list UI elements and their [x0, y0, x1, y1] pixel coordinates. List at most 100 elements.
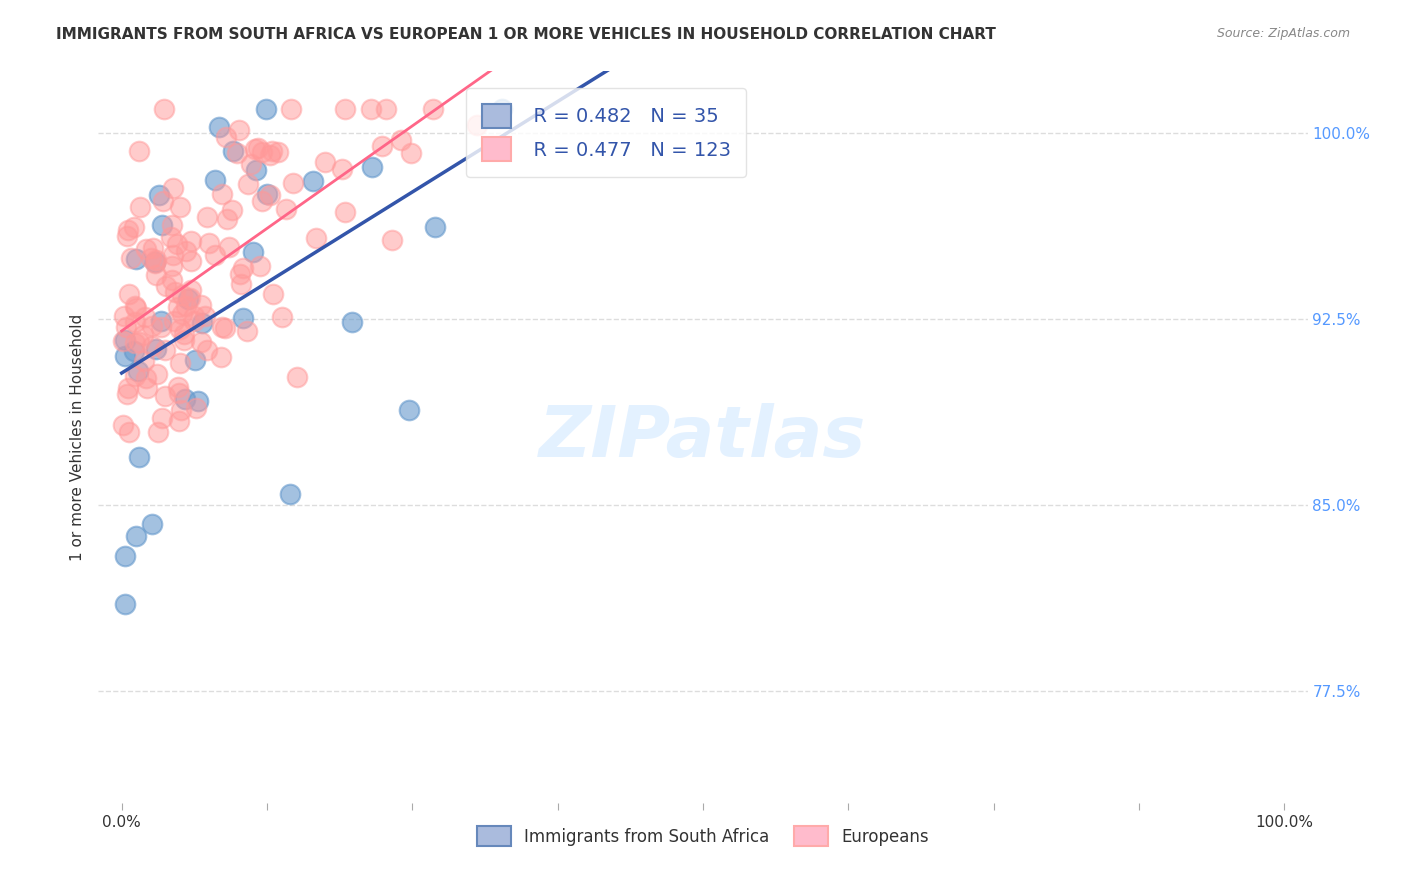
Point	[330, 161, 353, 176]
Point	[122, 344, 145, 359]
Point	[197, 236, 219, 251]
Point	[174, 392, 197, 407]
Point	[152, 194, 174, 209]
Point	[124, 315, 146, 329]
Point	[160, 273, 183, 287]
Point	[125, 301, 148, 316]
Point	[314, 154, 336, 169]
Point	[150, 313, 173, 327]
Point	[209, 350, 232, 364]
Point	[170, 402, 193, 417]
Point	[134, 310, 156, 324]
Point	[179, 291, 201, 305]
Point	[111, 334, 134, 349]
Point	[139, 251, 162, 265]
Point	[167, 414, 190, 428]
Point	[280, 487, 302, 501]
Point	[190, 298, 212, 312]
Point	[281, 176, 304, 190]
Point	[128, 450, 150, 465]
Point	[142, 241, 165, 255]
Point	[160, 219, 183, 233]
Point	[371, 139, 394, 153]
Point	[167, 386, 190, 401]
Point	[124, 336, 146, 351]
Point	[128, 144, 150, 158]
Point	[259, 188, 281, 202]
Point	[141, 339, 163, 353]
Point	[166, 300, 188, 314]
Point	[183, 309, 205, 323]
Point	[180, 254, 202, 268]
Point	[169, 200, 191, 214]
Point	[114, 333, 136, 347]
Point	[125, 252, 148, 266]
Point	[165, 285, 187, 300]
Point	[217, 212, 239, 227]
Point	[141, 517, 163, 532]
Point	[236, 324, 259, 338]
Point	[301, 174, 323, 188]
Point	[153, 102, 176, 116]
Y-axis label: 1 or more Vehicles in Household: 1 or more Vehicles in Household	[69, 313, 84, 561]
Point	[170, 307, 193, 321]
Point	[146, 425, 169, 439]
Point	[236, 177, 259, 191]
Point	[117, 425, 139, 440]
Point	[231, 310, 253, 325]
Point	[360, 102, 382, 116]
Point	[124, 299, 146, 313]
Point	[252, 194, 274, 208]
Point	[183, 314, 205, 328]
Point	[225, 145, 247, 160]
Point	[127, 364, 149, 378]
Legend: Immigrants from South Africa, Europeans: Immigrants from South Africa, Europeans	[471, 820, 935, 853]
Point	[162, 181, 184, 195]
Point	[176, 300, 198, 314]
Point	[150, 410, 173, 425]
Point	[115, 229, 138, 244]
Point	[162, 260, 184, 274]
Point	[389, 133, 412, 147]
Point	[221, 203, 243, 218]
Point	[195, 210, 218, 224]
Point	[145, 268, 167, 283]
Point	[114, 319, 136, 334]
Point	[135, 242, 157, 256]
Point	[184, 352, 207, 367]
Point	[180, 283, 202, 297]
Point	[204, 248, 226, 262]
Point	[333, 102, 356, 116]
Point	[145, 368, 167, 382]
Point	[360, 160, 382, 174]
Point	[256, 186, 278, 201]
Point	[491, 102, 513, 116]
Point	[112, 310, 135, 324]
Point	[143, 255, 166, 269]
Point	[274, 202, 297, 216]
Point	[399, 145, 422, 160]
Point	[232, 261, 254, 276]
Point	[194, 309, 217, 323]
Point	[177, 292, 200, 306]
Point	[243, 142, 266, 156]
Point	[260, 145, 283, 159]
Point	[375, 102, 398, 116]
Point	[221, 144, 243, 158]
Point	[231, 277, 253, 291]
Point	[239, 157, 262, 171]
Point	[162, 313, 184, 327]
Point	[208, 120, 231, 135]
Point	[398, 402, 420, 417]
Point	[246, 141, 269, 155]
Point	[195, 343, 218, 358]
Point	[211, 319, 233, 334]
Point	[114, 597, 136, 611]
Point	[169, 356, 191, 370]
Text: IMMIGRANTS FROM SOUTH AFRICA VS EUROPEAN 1 OR MORE VEHICLES IN HOUSEHOLD CORRELA: IMMIGRANTS FROM SOUTH AFRICA VS EUROPEAN…	[56, 27, 995, 42]
Point	[117, 223, 139, 237]
Point	[335, 205, 357, 219]
Point	[184, 401, 207, 416]
Point	[266, 145, 288, 160]
Point	[135, 371, 157, 385]
